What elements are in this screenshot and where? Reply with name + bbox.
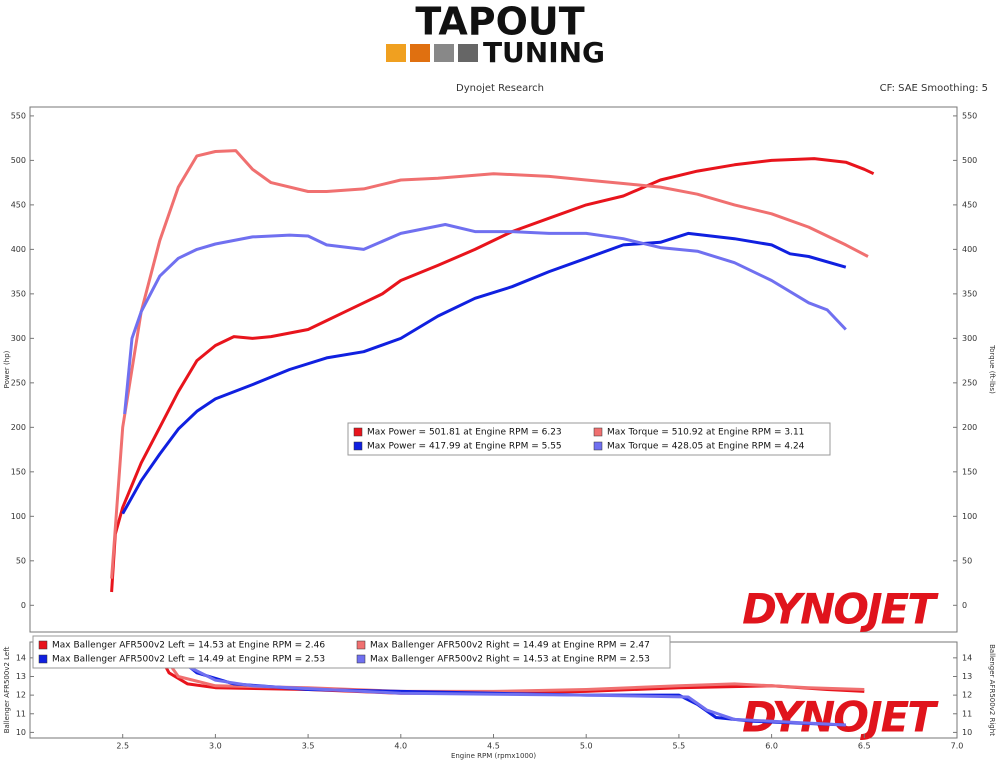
y2-tick-label: 50 <box>962 556 972 565</box>
legend-swatch <box>593 441 603 451</box>
x-tick-label: 5.5 <box>673 742 686 751</box>
legend-label: Max Ballenger AFR500v2 Left = 14.53 at E… <box>52 641 325 651</box>
y-tick-label: 50 <box>16 556 26 565</box>
watermark: DYNOJET <box>742 585 939 634</box>
series-line <box>110 149 869 579</box>
logo-block <box>410 44 430 62</box>
plot-area <box>29 106 958 633</box>
series-line <box>121 231 847 515</box>
y2-tick-label: 12 <box>962 691 972 700</box>
y-tick-label: 100 <box>11 512 26 521</box>
y2-tick-label: 11 <box>962 709 972 718</box>
y2-tick-label: 550 <box>962 111 977 120</box>
x-tick-label: 3.5 <box>302 742 315 751</box>
settings: CF: SAE Smoothing: 5 <box>880 83 988 94</box>
series-line <box>177 660 846 727</box>
legend-swatch <box>38 640 48 650</box>
legend-swatch <box>356 654 366 664</box>
y-tick-label: 500 <box>11 156 26 165</box>
x-tick-label: 2.5 <box>116 742 129 751</box>
y-tick-label: 300 <box>11 334 26 343</box>
series-line <box>110 157 875 593</box>
x-tick-label: 4.5 <box>487 742 500 751</box>
y-tick-label: 400 <box>11 245 26 254</box>
y-tick-label: 11 <box>16 709 26 718</box>
x-axis-label: Engine RPM (rpmx1000) <box>451 752 536 760</box>
x-tick-label: 5.0 <box>580 742 593 751</box>
series-line <box>158 649 865 693</box>
x-tick-label: 4.0 <box>394 742 407 751</box>
logo-block <box>434 44 454 62</box>
x-tick-label: 7.0 <box>951 742 964 751</box>
y2-tick-label: 14 <box>962 653 972 662</box>
y2-tick-label: 250 <box>962 378 977 387</box>
legend-label: Max Power = 501.81 at Engine RPM = 6.23 <box>367 428 562 438</box>
x-tick-label: 3.0 <box>209 742 222 751</box>
logo-block <box>458 44 478 62</box>
y2-tick-label: 450 <box>962 200 977 209</box>
y-tick-label: 250 <box>11 378 26 387</box>
legend-box <box>347 422 831 456</box>
logo-top: TAPOUT <box>415 0 584 44</box>
y-axis-label: Ballenger AFR500v2 Left <box>3 646 11 733</box>
source: Dynojet Research <box>456 83 544 94</box>
legend-label: Max Torque = 428.05 at Engine RPM = 4.24 <box>607 442 805 452</box>
series-line <box>123 223 847 415</box>
y2-tick-label: 150 <box>962 467 977 476</box>
y-tick-label: 450 <box>11 200 26 209</box>
y-tick-label: 14 <box>16 653 26 662</box>
y-tick-label: 10 <box>16 728 26 737</box>
legend-swatch <box>353 427 363 437</box>
y2-tick-label: 13 <box>962 672 972 681</box>
legend-label: Max Power = 417.99 at Engine RPM = 5.55 <box>367 442 562 452</box>
y-tick-label: 13 <box>16 672 26 681</box>
legend-label: Max Torque = 510.92 at Engine RPM = 3.11 <box>607 428 804 438</box>
legend-label: Max Ballenger AFR500v2 Right = 14.49 at … <box>370 641 650 651</box>
legend-box <box>32 635 671 669</box>
y-tick-label: 350 <box>11 289 26 298</box>
legend-swatch <box>38 654 48 664</box>
x-tick-label: 6.0 <box>765 742 778 751</box>
legend-label: Max Ballenger AFR500v2 Right = 14.53 at … <box>370 655 650 665</box>
y-tick-label: 200 <box>11 423 26 432</box>
y-axis-label: Power (hp) <box>3 350 11 388</box>
y-tick-label: 0 <box>21 601 26 610</box>
legend-swatch <box>593 427 603 437</box>
x-tick-label: 6.5 <box>858 742 871 751</box>
y2-tick-label: 200 <box>962 423 977 432</box>
y2-tick-label: 0 <box>962 601 967 610</box>
y2-tick-label: 350 <box>962 289 977 298</box>
y-tick-label: 12 <box>16 691 26 700</box>
logo-bottom: TUNING <box>483 36 605 69</box>
y2-axis-label: Torque (ft-lbs) <box>988 344 996 394</box>
legend-swatch <box>353 441 363 451</box>
y2-tick-label: 300 <box>962 334 977 343</box>
watermark: DYNOJET <box>742 693 939 742</box>
y2-tick-label: 10 <box>962 728 972 737</box>
y2-tick-label: 500 <box>962 156 977 165</box>
y2-tick-label: 400 <box>962 245 977 254</box>
logo-block <box>386 44 406 62</box>
y-tick-label: 150 <box>11 467 26 476</box>
y-tick-label: 550 <box>11 111 26 120</box>
y2-axis-label: Ballenger AFR500v2 Right <box>988 644 996 736</box>
legend-swatch <box>356 640 366 650</box>
legend-label: Max Ballenger AFR500v2 Left = 14.49 at E… <box>52 655 325 665</box>
y2-tick-label: 100 <box>962 512 977 521</box>
